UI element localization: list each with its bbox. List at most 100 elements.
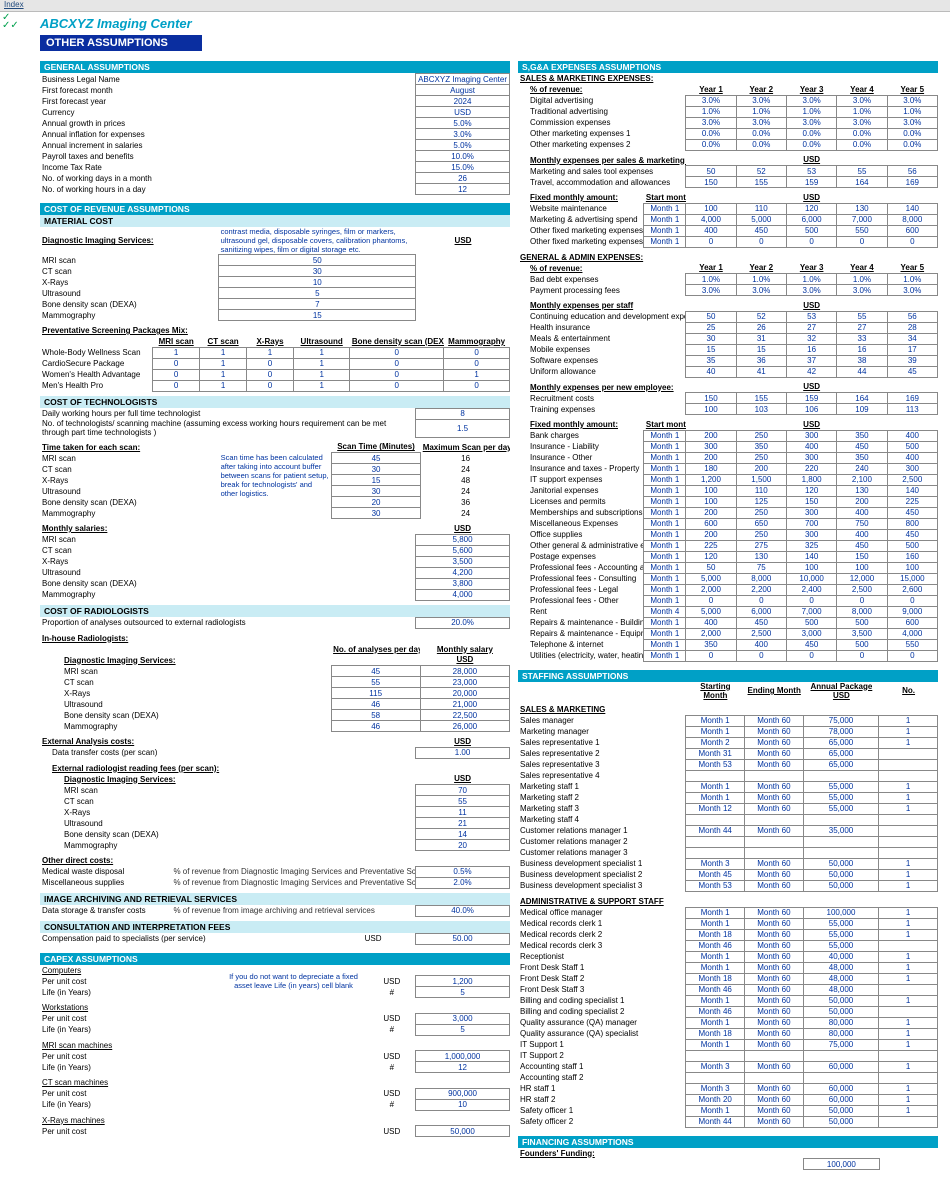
row-val[interactable]: 350	[686, 639, 736, 650]
row-sm[interactable]: Month 1	[644, 474, 686, 485]
st-sm[interactable]: Month 1	[686, 1039, 745, 1050]
st-em[interactable]: Month 60	[745, 1006, 804, 1017]
row-val[interactable]: 100	[686, 485, 736, 496]
index-link[interactable]: Index	[4, 0, 24, 9]
row-val[interactable]: 26	[736, 322, 786, 333]
st-no[interactable]: 1	[879, 973, 938, 984]
row-val[interactable]: 0.0%	[686, 128, 736, 139]
row-sm[interactable]: Month 1	[644, 617, 686, 628]
cons-val[interactable]: 50.00	[416, 933, 510, 944]
diag-val[interactable]: 7	[219, 299, 416, 310]
st-pkg[interactable]	[803, 836, 879, 847]
row-val[interactable]: 400	[837, 507, 887, 518]
row-val[interactable]: 550	[887, 639, 937, 650]
sal-val[interactable]: 3,800	[416, 578, 510, 589]
row-val[interactable]: 700	[786, 518, 836, 529]
st-no[interactable]: 1	[879, 1083, 938, 1094]
row-val[interactable]: 33	[837, 333, 887, 344]
row-val[interactable]: 220	[786, 463, 836, 474]
tech-val[interactable]: 8	[416, 408, 510, 419]
row-val[interactable]: 300	[786, 507, 836, 518]
st-pkg[interactable]	[803, 1050, 879, 1061]
tech-val[interactable]: 1.5	[416, 419, 510, 437]
row-val[interactable]: 109	[837, 404, 887, 415]
row-val[interactable]: 0.0%	[887, 139, 937, 150]
st-pkg[interactable]	[803, 814, 879, 825]
row-val[interactable]: 56	[887, 166, 937, 177]
inh-v2[interactable]: 23,000	[420, 677, 509, 688]
row-val[interactable]: 200	[686, 507, 736, 518]
row-sm[interactable]: Month 1	[644, 203, 686, 214]
row-val[interactable]: 0	[837, 236, 887, 247]
row-val[interactable]: 120	[786, 203, 836, 214]
row-val[interactable]: 110	[736, 203, 786, 214]
row-val[interactable]: 1.0%	[837, 274, 887, 285]
row-val[interactable]: 53	[786, 166, 836, 177]
row-val[interactable]: 3.0%	[786, 285, 836, 296]
fin-val[interactable]: 100,000	[804, 1159, 880, 1170]
sal-val[interactable]: 4,200	[416, 567, 510, 578]
st-em[interactable]: Month 60	[745, 792, 804, 803]
st-sm[interactable]: Month 1	[686, 792, 745, 803]
diag-val[interactable]: 10	[219, 277, 416, 288]
diag-val[interactable]: 30	[219, 266, 416, 277]
row-val[interactable]: 155	[736, 393, 786, 404]
row-val[interactable]: 5,000	[686, 573, 736, 584]
st-em[interactable]: Month 60	[745, 1094, 804, 1105]
row-sm[interactable]: Month 4	[644, 606, 686, 617]
st-no[interactable]: 1	[879, 1105, 938, 1116]
st-sm[interactable]: Month 45	[686, 869, 745, 880]
row-sm[interactable]: Month 1	[644, 225, 686, 236]
st-no[interactable]: 1	[879, 869, 938, 880]
row-val[interactable]: 400	[887, 452, 937, 463]
row-val[interactable]: 150	[686, 393, 736, 404]
row-val[interactable]: 450	[736, 225, 786, 236]
st-pkg[interactable]: 50,000	[803, 1006, 879, 1017]
row-val[interactable]: 300	[786, 529, 836, 540]
row-val[interactable]: 56	[887, 311, 937, 322]
st-pkg[interactable]: 50,000	[803, 858, 879, 869]
row-val[interactable]: 50	[686, 311, 736, 322]
row-sm[interactable]: Month 1	[644, 430, 686, 441]
st-em[interactable]: Month 60	[745, 995, 804, 1006]
screen-val[interactable]: 1	[200, 358, 247, 369]
inh-v2[interactable]: 22,500	[420, 710, 509, 721]
st-sm[interactable]: Month 46	[686, 984, 745, 995]
row-val[interactable]: 103	[736, 404, 786, 415]
row-val[interactable]: 50	[686, 562, 736, 573]
row-sm[interactable]: Month 1	[644, 214, 686, 225]
st-pkg[interactable]	[803, 770, 879, 781]
screen-val[interactable]: 1	[247, 347, 294, 358]
screen-val[interactable]: 1	[294, 380, 350, 391]
screen-val[interactable]: 0	[350, 347, 444, 358]
row-val[interactable]: 150	[686, 177, 736, 188]
screen-val[interactable]: 1	[200, 369, 247, 380]
st-sm[interactable]: Month 18	[686, 973, 745, 984]
row-val[interactable]: 650	[736, 518, 786, 529]
st-sm[interactable]: Month 1	[686, 962, 745, 973]
row-val[interactable]: 0	[736, 650, 786, 661]
gen-val[interactable]: 26	[416, 173, 510, 184]
row-val[interactable]: 240	[837, 463, 887, 474]
inh-v1[interactable]: 58	[331, 710, 420, 721]
st-pkg[interactable]	[803, 847, 879, 858]
st-no[interactable]	[879, 940, 938, 951]
st-em[interactable]: Month 60	[745, 973, 804, 984]
row-val[interactable]: 10,000	[786, 573, 836, 584]
row-val[interactable]: 5,000	[736, 214, 786, 225]
extfee-val[interactable]: 55	[416, 796, 510, 807]
gen-val[interactable]: 10.0%	[416, 151, 510, 162]
inh-v2[interactable]: 28,000	[420, 666, 509, 677]
row-val[interactable]: 550	[837, 225, 887, 236]
row-val[interactable]: 100	[686, 496, 736, 507]
row-val[interactable]: 450	[837, 441, 887, 452]
st-sm[interactable]: Month 20	[686, 1094, 745, 1105]
row-val[interactable]: 0	[686, 595, 736, 606]
row-val[interactable]: 140	[887, 485, 937, 496]
row-val[interactable]: 6,000	[736, 606, 786, 617]
st-sm[interactable]	[686, 1072, 745, 1083]
st-em[interactable]: Month 60	[745, 918, 804, 929]
row-val[interactable]: 3,000	[786, 628, 836, 639]
row-val[interactable]: 0	[837, 650, 887, 661]
st-sm[interactable]: Month 1	[686, 1017, 745, 1028]
